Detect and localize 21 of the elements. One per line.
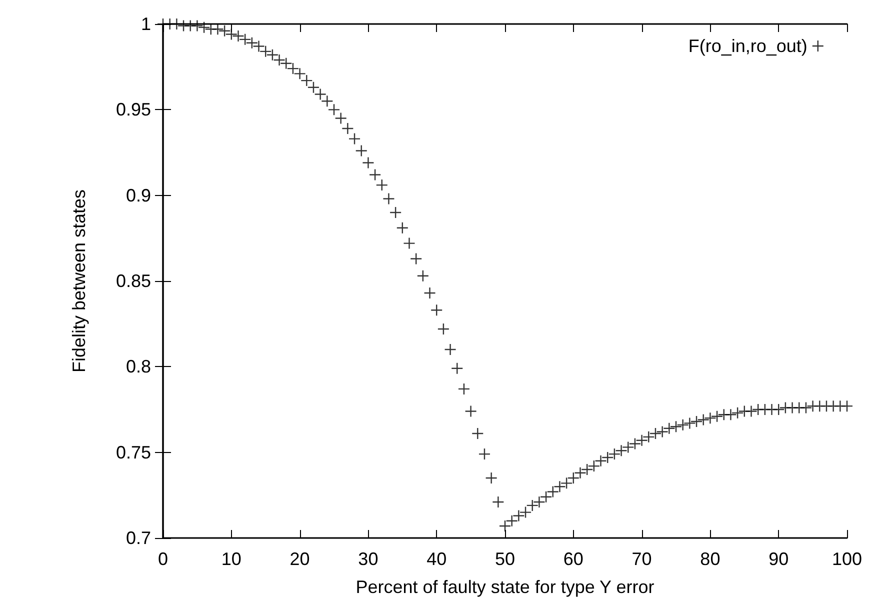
y-tick-label: 0.9: [126, 185, 151, 206]
y-tick-label: 0.95: [116, 100, 151, 120]
x-tick-label: 30: [358, 549, 378, 569]
y-tick-label: 0.85: [116, 271, 151, 291]
x-tick-label: 80: [700, 549, 720, 569]
x-tick-label: 10: [221, 549, 242, 569]
x-tick-label: 0: [158, 549, 168, 569]
y-tick-label: 0.75: [116, 442, 151, 462]
y-tick-label: 0.8: [126, 356, 151, 377]
x-axis-title: Percent of faulty state for type Y error: [356, 577, 654, 597]
x-tick-label: 70: [632, 549, 652, 569]
x-tick-label: 90: [768, 549, 789, 569]
legend-label: F(ro_in,ro_out): [688, 36, 808, 56]
y-tick-label: 1: [140, 14, 151, 34]
y-axis-title: Fidelity between states: [69, 189, 89, 373]
y-tick-label: 0.7: [126, 528, 151, 548]
x-tick-label: 100: [832, 549, 862, 569]
x-tick-label: 50: [494, 549, 516, 569]
x-tick-label: 40: [426, 549, 447, 569]
x-tick-label: 20: [290, 549, 310, 569]
x-tick-label: 60: [563, 549, 584, 569]
